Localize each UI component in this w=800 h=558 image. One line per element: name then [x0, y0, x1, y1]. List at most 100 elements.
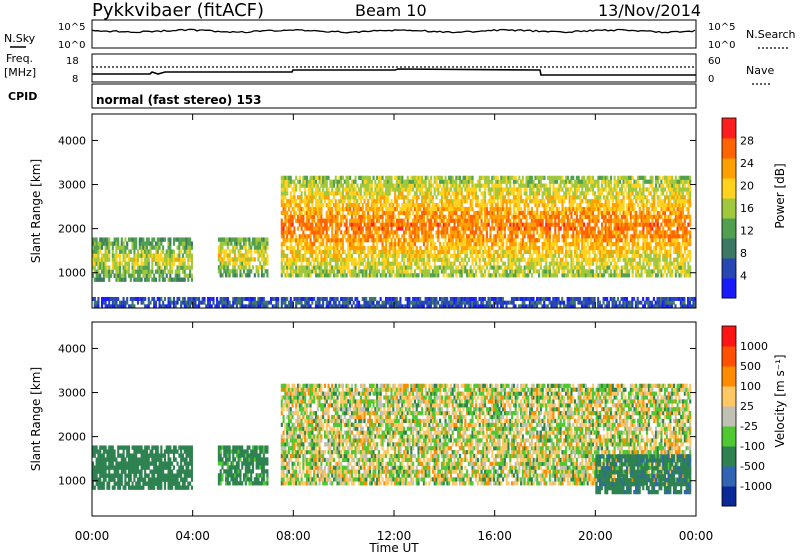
- echo-cell: [283, 199, 285, 203]
- echo-cell: [470, 176, 472, 180]
- echo-cell: [284, 191, 286, 195]
- echo-cell: [119, 278, 121, 282]
- echo-cell: [389, 254, 391, 258]
- echo-cell: [632, 250, 634, 254]
- echo-cell: [385, 219, 387, 223]
- echo-cell: [340, 176, 342, 180]
- echo-cell: [94, 241, 96, 245]
- echo-cell: [614, 203, 616, 207]
- echo-cell: [295, 184, 297, 188]
- echo-cell: [596, 203, 598, 207]
- echo-cell: [160, 249, 162, 253]
- echo-cell: [180, 249, 182, 253]
- echo-cell: [621, 215, 623, 219]
- echo-cell: [453, 199, 455, 203]
- echo-cell: [326, 230, 328, 234]
- echo-cell: [159, 266, 161, 270]
- echo-cell: [509, 273, 511, 277]
- echo-cell: [597, 219, 599, 223]
- echo-cell: [115, 241, 117, 245]
- echo-cell: [459, 199, 461, 203]
- echo-cell: [477, 184, 479, 188]
- echo-cell: [403, 234, 405, 238]
- echo-cell: [462, 262, 464, 266]
- echo-cell: [592, 269, 594, 273]
- echo-cell: [434, 258, 436, 262]
- echo-cell: [558, 246, 560, 250]
- echo-cell: [405, 246, 407, 250]
- echo-cell: [286, 176, 288, 180]
- echo-cell: [364, 238, 366, 242]
- echo-cell: [585, 238, 587, 242]
- echo-cell: [187, 253, 189, 257]
- echo-cell: [349, 219, 351, 223]
- echo-cell: [608, 219, 610, 223]
- echo-cell: [475, 238, 477, 242]
- echo-cell: [423, 199, 425, 203]
- echo-cell: [513, 242, 515, 246]
- echo-cell: [635, 211, 637, 215]
- echo-cell: [626, 234, 628, 238]
- echo-cell: [328, 176, 330, 180]
- echo-cell: [608, 180, 610, 184]
- echo-cell: [353, 226, 355, 230]
- echo-cell: [491, 265, 493, 269]
- echo-cell: [326, 191, 328, 195]
- echo-cell: [328, 219, 330, 223]
- echo-cell: [500, 230, 502, 234]
- echo-cell: [552, 265, 554, 269]
- echo-cell: [527, 265, 529, 269]
- echo-cell: [234, 245, 236, 249]
- echo-cell: [417, 238, 419, 242]
- echo-cell: [392, 242, 394, 246]
- echo-cell: [651, 180, 653, 184]
- echo-cell: [578, 195, 580, 199]
- echo-cell: [527, 176, 529, 180]
- echo-cell: [511, 215, 513, 219]
- echo-cell: [641, 176, 643, 180]
- echo-cell: [657, 269, 659, 273]
- echo-cell: [590, 273, 592, 277]
- echo-cell: [615, 265, 617, 269]
- echo-cell: [344, 269, 346, 273]
- echo-cell: [364, 269, 366, 273]
- echo-cell: [283, 223, 285, 227]
- echo-cell: [441, 187, 443, 191]
- echo-cell: [250, 257, 252, 261]
- echo-cell: [394, 191, 396, 195]
- echo-cell: [184, 270, 186, 274]
- echo-cell: [155, 270, 157, 274]
- echo-cell: [648, 215, 650, 219]
- echo-cell: [385, 273, 387, 277]
- echo-cell: [403, 238, 405, 242]
- echo-cell: [315, 199, 317, 203]
- echo-cell: [473, 184, 475, 188]
- echo-cell: [135, 253, 137, 257]
- echo-cell: [515, 219, 517, 223]
- echo-cell: [443, 187, 445, 191]
- echo-cell: [315, 265, 317, 269]
- echo-cell: [360, 191, 362, 195]
- echo-cell: [515, 273, 517, 277]
- echo-cell: [518, 187, 520, 191]
- echo-cell: [610, 180, 612, 184]
- echo-cell: [587, 184, 589, 188]
- echo-cell: [606, 211, 608, 215]
- echo-cell: [624, 269, 626, 273]
- echo-cell: [414, 180, 416, 184]
- echo-cell: [417, 273, 419, 277]
- echo-cell: [606, 265, 608, 269]
- echo-cell: [385, 180, 387, 184]
- echo-cell: [527, 250, 529, 254]
- echo-cell: [529, 269, 531, 273]
- echo-cell: [531, 273, 533, 277]
- echo-cell: [660, 223, 662, 227]
- echo-cell: [542, 269, 544, 273]
- echo-cell: [311, 226, 313, 230]
- echo-cell: [551, 219, 553, 223]
- echo-cell: [628, 184, 630, 188]
- echo-cell: [558, 215, 560, 219]
- echo-cell: [360, 199, 362, 203]
- echo-cell: [551, 246, 553, 250]
- echo-cell: [608, 254, 610, 258]
